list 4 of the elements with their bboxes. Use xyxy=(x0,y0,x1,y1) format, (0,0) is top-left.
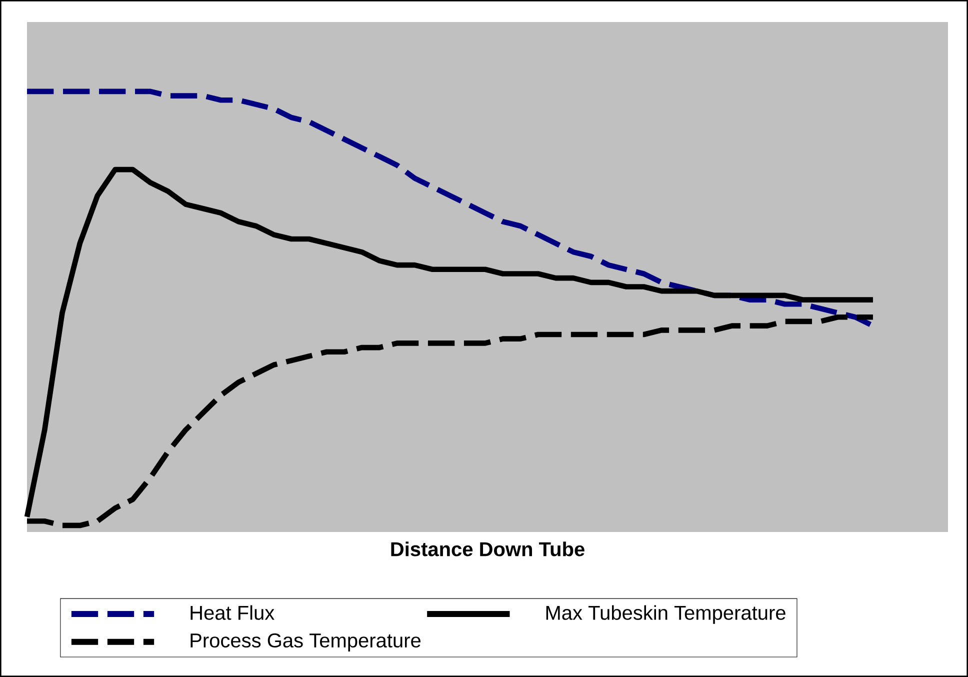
legend-label: Max Tubeskin Temperature xyxy=(546,605,786,624)
legend-label: Process Gas Temperature xyxy=(190,633,420,652)
x-axis-title: Distance Down Tube xyxy=(391,542,584,556)
legend-label: Heat Flux xyxy=(190,605,274,620)
